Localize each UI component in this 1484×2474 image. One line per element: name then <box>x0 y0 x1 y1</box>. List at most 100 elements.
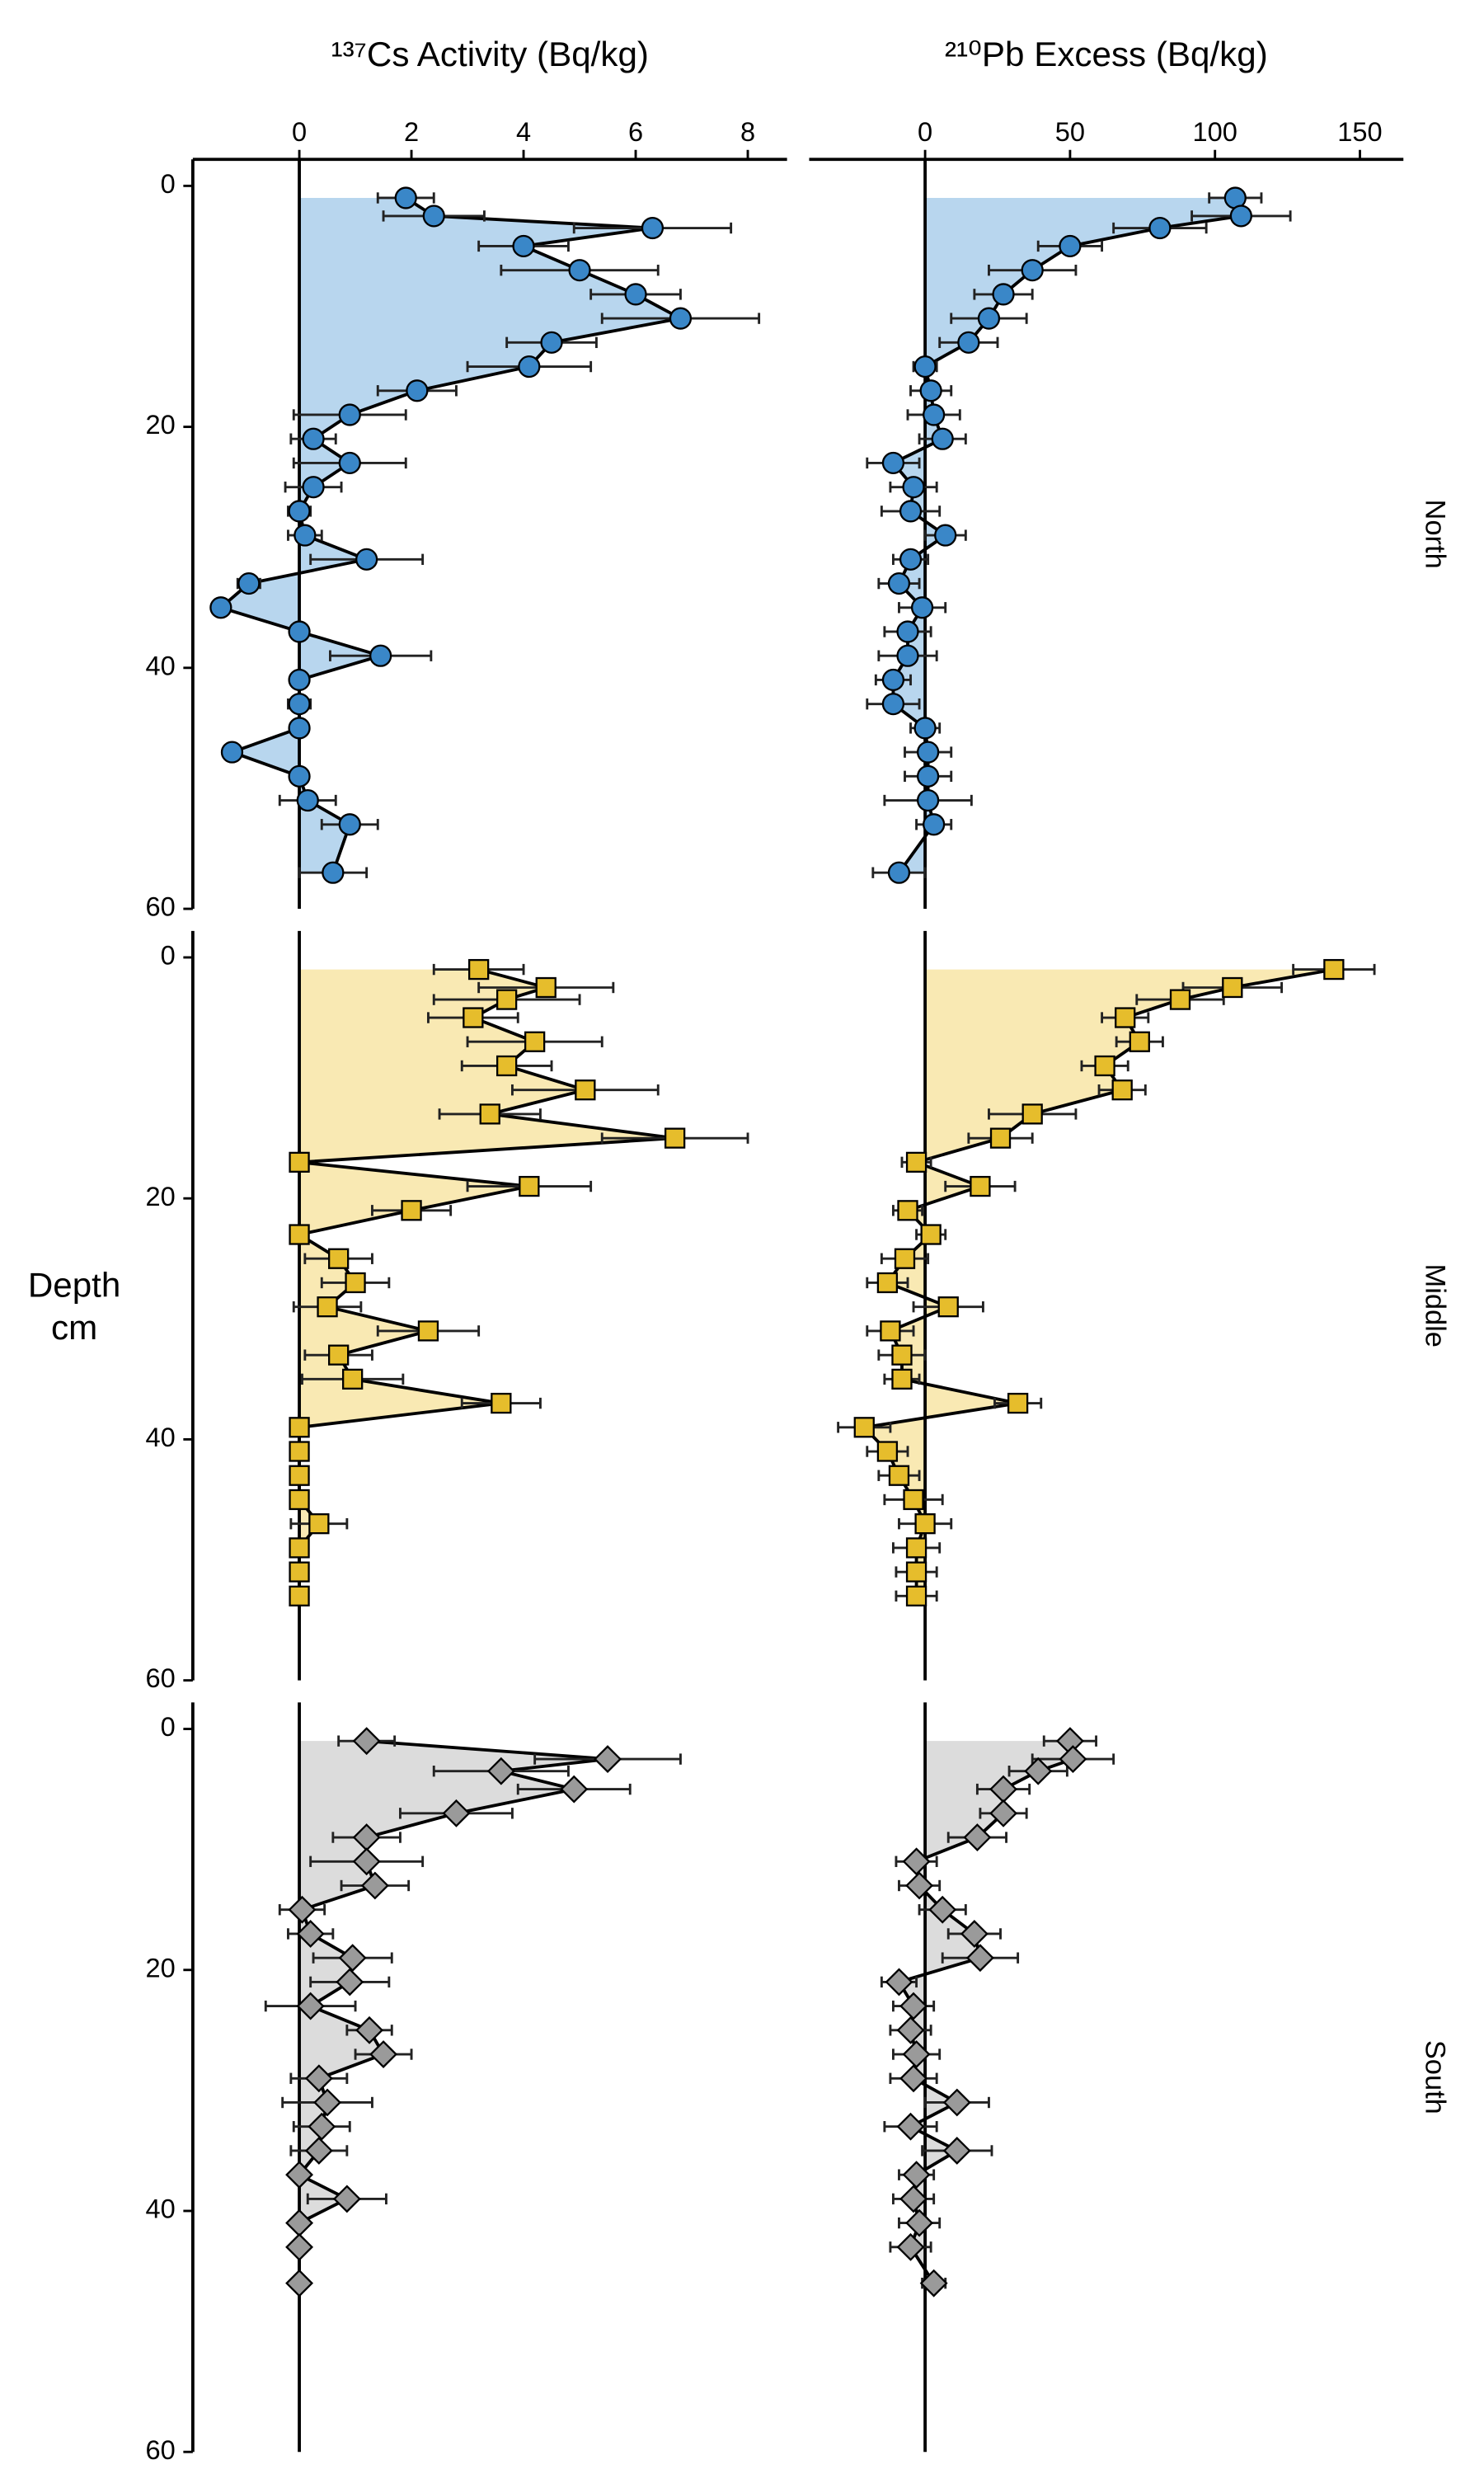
marker <box>992 283 1015 306</box>
marker <box>285 2269 314 2298</box>
marker <box>942 2137 971 2165</box>
marker <box>905 1561 928 1583</box>
marker <box>486 1757 515 1785</box>
marker <box>575 1079 596 1101</box>
marker <box>442 1799 471 1827</box>
marker <box>328 1344 350 1366</box>
marker <box>518 355 541 379</box>
marker <box>896 2015 925 2044</box>
marker <box>345 1272 366 1294</box>
marker <box>289 1585 310 1606</box>
marker <box>288 717 311 740</box>
marker <box>965 1944 994 1973</box>
marker <box>289 1465 310 1486</box>
marker <box>903 1489 924 1511</box>
marker <box>899 548 923 571</box>
marker <box>928 1895 957 1924</box>
marker <box>664 1127 686 1149</box>
marker <box>237 571 261 595</box>
x-tick-label: 100 <box>1193 117 1237 147</box>
marker <box>352 1727 381 1756</box>
marker <box>285 2161 314 2189</box>
marker <box>960 1920 989 1948</box>
marker <box>1007 1392 1029 1414</box>
x-tick-label: 150 <box>1337 117 1382 147</box>
y-tick-label: 40 <box>146 2194 176 2224</box>
marker <box>896 2112 925 2141</box>
marker <box>1059 1745 1087 1774</box>
marker <box>289 1224 310 1245</box>
marker <box>220 741 244 764</box>
marker <box>285 2232 314 2261</box>
marker <box>1024 1757 1053 1785</box>
marker <box>296 788 319 812</box>
marker <box>1129 1031 1150 1052</box>
marker <box>905 1585 928 1606</box>
column-title: ²¹⁰Pb Excess (Bq/kg) <box>945 35 1268 73</box>
marker <box>360 1871 389 1900</box>
y-tick-label: 20 <box>146 410 176 440</box>
marker <box>885 1968 913 1997</box>
marker <box>1094 1055 1115 1077</box>
marker <box>920 1224 942 1245</box>
x-tick-label: 0 <box>918 117 932 147</box>
marker <box>288 620 311 643</box>
x-tick-label: 2 <box>404 117 419 147</box>
marker <box>1323 958 1345 981</box>
marker <box>931 427 954 450</box>
marker <box>905 1151 928 1173</box>
marker <box>296 1992 325 2020</box>
marker <box>905 1871 934 1900</box>
marker <box>288 764 311 788</box>
marker <box>288 500 311 523</box>
marker <box>902 476 925 499</box>
marker <box>876 1441 899 1462</box>
marker <box>942 2088 971 2117</box>
marker <box>289 1561 310 1583</box>
marker <box>296 1920 325 1948</box>
x-tick-label: 0 <box>292 117 307 147</box>
marker <box>1169 989 1191 1010</box>
marker <box>897 1200 918 1221</box>
marker <box>899 1992 928 2020</box>
marker <box>304 2064 333 2093</box>
marker <box>289 1417 310 1438</box>
marker <box>977 307 1001 330</box>
marker <box>594 1745 622 1774</box>
marker <box>519 1175 540 1197</box>
marker <box>289 1441 310 1462</box>
marker <box>288 1895 317 1924</box>
marker <box>491 1392 512 1414</box>
marker <box>369 644 392 667</box>
marker <box>899 500 923 523</box>
marker <box>294 524 317 547</box>
area <box>899 1741 1073 2284</box>
marker <box>369 2040 398 2068</box>
marker <box>308 2112 336 2141</box>
marker <box>896 644 919 667</box>
marker <box>1115 1007 1136 1028</box>
marker <box>322 861 345 884</box>
marker <box>881 451 905 475</box>
marker <box>887 571 911 595</box>
marker <box>289 1151 310 1173</box>
facet-label: North <box>1420 500 1451 569</box>
marker <box>355 548 378 571</box>
x-tick-label: 50 <box>1055 117 1085 147</box>
marker <box>902 2040 931 2068</box>
y-tick-label: 0 <box>161 941 176 971</box>
facet-label: Middle <box>1420 1264 1451 1348</box>
marker <box>313 2088 342 2117</box>
marker <box>919 2269 948 2298</box>
marker <box>917 741 940 764</box>
marker <box>905 1537 928 1559</box>
y-tick-label: 60 <box>146 2435 176 2465</box>
marker <box>917 788 940 812</box>
marker <box>917 764 940 788</box>
marker <box>463 1007 484 1028</box>
profile-line <box>861 967 1335 1597</box>
marker <box>288 693 311 716</box>
marker <box>417 1320 439 1342</box>
marker <box>957 331 980 354</box>
